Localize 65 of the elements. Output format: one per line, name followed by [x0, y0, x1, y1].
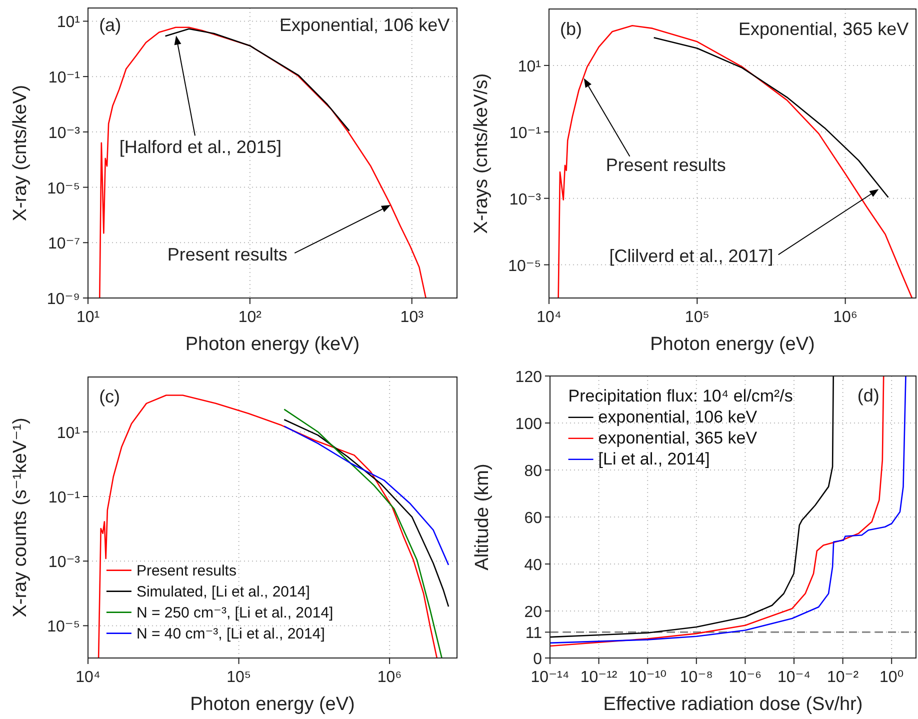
annotation: [Clilverd et al., 2017]: [609, 246, 774, 266]
x-tick-label: 10⁴: [536, 309, 562, 326]
y-tick-label: 10⁻⁵: [47, 180, 80, 198]
legend-label: exponential, 365 keV: [598, 428, 758, 448]
legend-title: Precipitation flux: 10⁴ el/cm²/s: [568, 386, 793, 406]
y-tick-label: 10⁻¹: [48, 70, 80, 87]
y-tick-label: 10⁻⁵: [508, 258, 541, 275]
x-axis-title: Effective radiation dose (Sv/hr): [603, 694, 863, 715]
y-tick-label: 60: [524, 510, 542, 527]
annotation: Present results: [606, 154, 726, 175]
y-tick-label: 120: [515, 369, 542, 386]
annotation: [Halford et al., 2015]: [119, 137, 282, 157]
x-tick-label: 10⁶: [833, 309, 858, 326]
x-axis-title: Photon energy (eV): [650, 334, 815, 355]
y-tick-label: 10⁻³: [48, 554, 81, 572]
y-tick-label: 10⁻³: [48, 124, 81, 142]
x-tick-label: 10⁵: [226, 669, 252, 686]
y-tick-label: 10⁻⁷: [48, 236, 80, 253]
x-tick-label: 10⁶: [377, 669, 402, 686]
legend-label: N = 40 cm⁻³, [Li et al., 2014]: [136, 625, 325, 642]
x-tick-label: 10³: [400, 309, 424, 326]
annotation: (d): [857, 385, 880, 406]
y-tick-label: 10¹: [56, 14, 80, 32]
x-tick-label: 10⁴: [76, 669, 100, 686]
y-axis-title: X-ray counts (s⁻¹keV⁻¹): [10, 418, 31, 618]
y-tick-label: 11: [525, 625, 542, 642]
y-tick-label: 10¹: [518, 58, 541, 76]
y-axis-title: Altitude (km): [472, 464, 493, 570]
legend-label: [Li et al., 2014]: [598, 449, 710, 468]
annotation: Exponential, 106 keV: [279, 15, 450, 36]
legend-label: Simulated, [Li et al., 2014]: [136, 583, 310, 600]
annotation: Present results: [167, 244, 288, 264]
y-tick-label: 0: [533, 651, 542, 668]
x-tick-label: 10⁻¹⁰: [628, 669, 667, 686]
annotation: (a): [99, 15, 122, 36]
x-axis-title: Photon energy (keV): [185, 334, 360, 355]
x-tick-label: 10⁻¹²: [580, 669, 618, 686]
x-tick-label: 10⁰: [879, 669, 904, 686]
x-tick-label: 10⁵: [684, 309, 710, 326]
annotation: (b): [560, 19, 582, 40]
x-tick-label: 10²: [238, 309, 262, 326]
y-tick-label: 10⁻⁵: [47, 618, 80, 636]
x-tick-label: 10¹: [76, 309, 100, 326]
annotation: Exponential, 365 keV: [738, 19, 909, 40]
x-axis-title: Photon energy (eV): [190, 694, 355, 715]
y-axis-title: X-rays (cnts/keV/s): [471, 73, 492, 234]
y-tick-label: 40: [524, 557, 542, 574]
y-tick-label: 10⁻¹: [48, 489, 80, 506]
y-tick-label: 80: [524, 463, 542, 480]
y-tick-label: 10⁻³: [509, 191, 542, 208]
y-tick-label: 10⁻¹: [509, 124, 541, 142]
x-tick-label: 10⁻⁶: [728, 669, 762, 686]
x-tick-label: 10⁻⁸: [680, 669, 713, 686]
y-tick-label: 20: [524, 604, 542, 621]
legend-label: N = 250 cm⁻³, [Li et al., 2014]: [136, 604, 334, 622]
y-tick-label: 10⁻⁹: [46, 291, 80, 308]
x-tick-label: 10⁻²: [827, 669, 860, 686]
y-tick-label: 100: [515, 416, 542, 433]
annotation: (c): [99, 386, 120, 406]
y-axis-title: X-ray (cnts/keV): [10, 84, 31, 222]
x-tick-label: 10⁻¹⁴: [530, 669, 570, 686]
x-tick-label: 10⁻⁴: [777, 669, 811, 686]
legend-label: Present results: [136, 562, 236, 580]
legend-label: exponential, 106 keV: [598, 407, 758, 426]
y-tick-label: 10¹: [56, 424, 80, 442]
